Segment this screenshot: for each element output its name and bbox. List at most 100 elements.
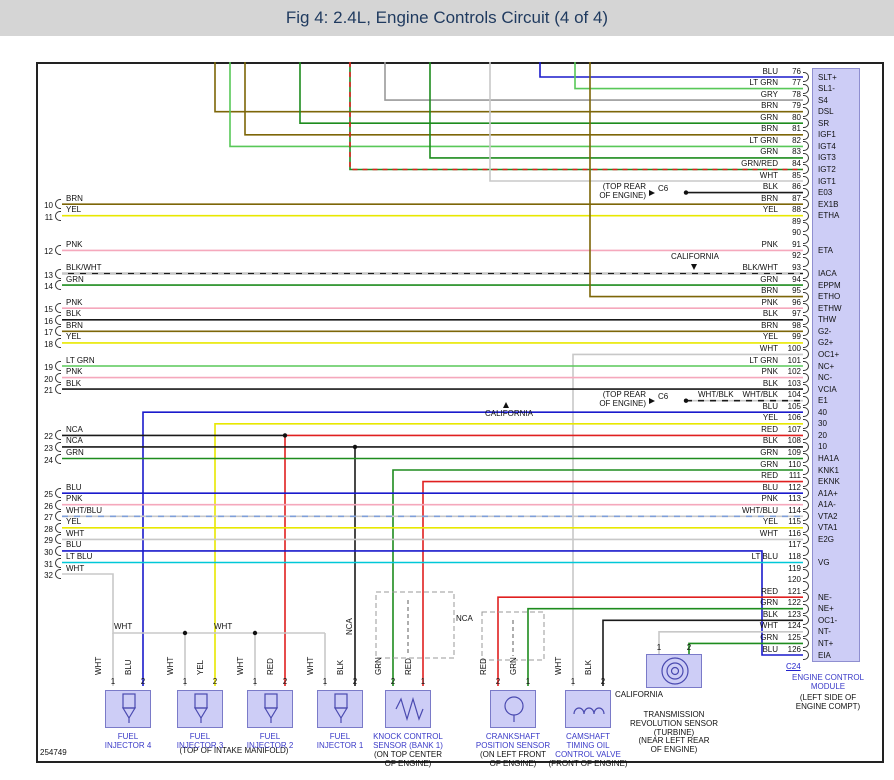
left-row-number: 25 <box>44 490 53 500</box>
ecm-pin-name: NE- <box>818 592 832 602</box>
ecm-wire-color-label: BLK <box>762 436 778 446</box>
wire-wht <box>62 573 325 634</box>
ecm-pin-number: 76 <box>792 66 801 76</box>
wire-color-vlabel: WHT <box>94 656 103 675</box>
junction-dot <box>282 433 288 438</box>
ecm-pin-bracket <box>803 106 809 117</box>
ecm-pin-number: 83 <box>792 147 801 157</box>
ecm-pin-name: IGT3 <box>818 153 836 163</box>
ecm-pin-number: 89 <box>792 216 801 226</box>
left-row-bracket <box>55 511 61 522</box>
ecm-pin-number: 117 <box>788 540 801 550</box>
ecm-pin-number: 93 <box>792 263 801 273</box>
ecm-pin-bracket <box>803 395 809 406</box>
ecm-wire-color-label: BLU <box>762 482 778 492</box>
component-label: CRANKSHAFT POSITION SENSOR <box>475 732 551 750</box>
left-wire-color-label: BRN <box>66 193 83 203</box>
ecm-pin-name: SLT+ <box>818 72 837 82</box>
connector-ref-c6: C6 <box>658 392 669 401</box>
ecm-pin-number: 116 <box>788 528 801 538</box>
junction-dot <box>352 444 358 450</box>
left-wire-color-label: BRN <box>66 320 83 330</box>
left-row-number: 30 <box>44 547 53 557</box>
left-row-number: 20 <box>44 374 53 384</box>
ecm-wire-color-label: GRN <box>760 459 778 469</box>
ecm-wire-color-label: GRN <box>760 147 778 157</box>
ecm-pin-name: THW <box>818 315 837 325</box>
ecm-pin-name: 20 <box>818 430 827 440</box>
wire-color-vlabel: WHT <box>166 656 175 675</box>
ecm-pin-bracket <box>803 603 809 614</box>
left-wire-color-label: PNK <box>66 367 83 377</box>
left-wire-color-label: PNK <box>66 494 83 504</box>
ecm-pin-bracket <box>803 580 809 591</box>
ecm-pin-number: 80 <box>792 112 801 122</box>
ecm-pin-bracket <box>803 557 809 568</box>
left-row-number: 32 <box>44 571 53 580</box>
ecm-pin-bracket <box>803 418 809 429</box>
ecm-pin-name: OC1+ <box>818 349 840 359</box>
ecm-wire-color-label: WHT <box>759 343 778 353</box>
knock-sensor-symbol <box>395 696 424 722</box>
wire-color-label-wht-blk: WHT/BLK <box>698 390 734 399</box>
left-row-bracket <box>55 453 61 464</box>
component-location: (ON TOP CENTER OF ENGINE) <box>373 750 442 768</box>
ecm-location-label: (LEFT SIDE OF ENGINE COMPT) <box>795 693 861 711</box>
wire-wht <box>658 630 803 654</box>
ecm-pin-number: 96 <box>792 297 801 307</box>
ecm-pin-name: VCIA <box>818 384 837 394</box>
ecm-pin-bracket <box>803 152 809 163</box>
ecm-pin-bracket <box>803 499 809 510</box>
ecm-pin-name: VTA2 <box>818 511 838 521</box>
ecm-wire-color-label: BLK <box>762 378 778 388</box>
ecm-pin-number: 114 <box>788 505 801 515</box>
left-wire-color-label: YEL <box>66 517 82 527</box>
ecm-pin-number: 87 <box>792 193 801 203</box>
ecm-pin-name: EIA <box>818 650 831 660</box>
left-row-bracket <box>55 326 61 337</box>
pin-number: 1 <box>570 677 576 686</box>
ecm-wire-color-label: BRN <box>761 286 778 296</box>
component-box <box>247 690 293 728</box>
pin-number: 2 <box>212 677 218 686</box>
junction-dot <box>683 190 689 195</box>
pin-number: 1 <box>525 677 531 686</box>
component-box <box>105 690 151 728</box>
wire-brn <box>589 62 803 298</box>
wire-color-vlabel: BLK <box>584 659 593 675</box>
annotation-california: CALIFORNIA <box>614 690 663 699</box>
ecm-pin-number: 79 <box>792 101 801 111</box>
connector-ref-c24[interactable]: C24 <box>786 662 801 671</box>
left-row-number: 22 <box>44 432 53 442</box>
ecm-wire-color-label: BLU <box>762 644 778 654</box>
wire-grn <box>349 62 803 171</box>
component-fuel-injector-4: 1 2 WHT BLU FUEL INJECTOR 4 <box>94 657 151 750</box>
arrow-right-icon <box>649 190 655 196</box>
ecm-pin-number: 95 <box>792 286 801 296</box>
ecm-wire-color-label: PNK <box>761 494 778 504</box>
ecm-pin-name: OC1- <box>818 615 838 625</box>
ecm-pin-name: NE+ <box>818 604 834 614</box>
ecm-pin-name: IACA <box>818 269 837 279</box>
ecm-pin-number: 77 <box>792 78 801 88</box>
pin-number: 1 <box>252 677 258 686</box>
ecm-pin-name: SR <box>818 118 830 128</box>
wire-grn <box>688 642 803 654</box>
left-wire-color-label: WHT/BLU <box>66 505 102 515</box>
ecm-pin-number: 123 <box>787 609 801 619</box>
ecm-pin-name: SL1- <box>818 84 835 94</box>
ecm-pin-number: 78 <box>792 89 801 99</box>
ecm-wire-color-label: WHT/BLK <box>742 390 778 400</box>
left-wire-color-label: BLK <box>66 309 82 319</box>
left-wire-color-label: LT BLU <box>66 552 93 561</box>
arrow-down-icon <box>691 264 697 270</box>
left-wire-color-label: GRN <box>66 274 84 284</box>
ecm-wire-color-label: YEL <box>762 332 778 342</box>
annotation-california: CALIFORNIA <box>670 252 719 261</box>
ecm-pin-bracket <box>803 465 809 476</box>
wire-grn <box>527 607 803 686</box>
ecm-wire-color-label: BLK <box>762 609 778 619</box>
ecm-pin-bracket <box>803 210 809 221</box>
left-wire-color-label: WHT <box>66 563 85 573</box>
